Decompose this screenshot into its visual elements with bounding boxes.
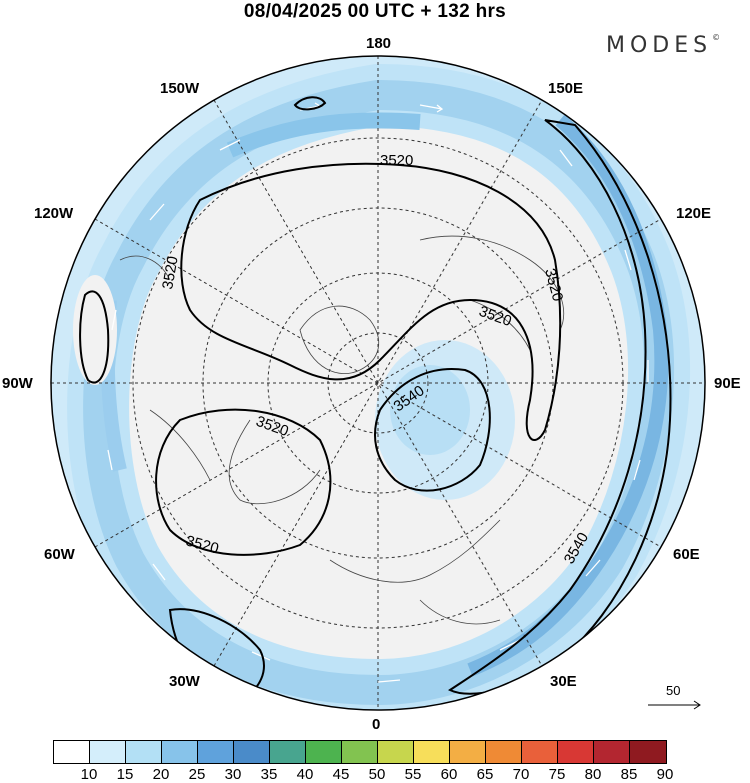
brand-logo: MODES© bbox=[606, 33, 720, 58]
colorbar-tick-label: 40 bbox=[296, 766, 314, 783]
brand-name: MODES bbox=[606, 33, 713, 58]
colorbar-tick-label: 70 bbox=[512, 766, 530, 783]
wind-reference-label: 50 bbox=[666, 683, 681, 698]
colorbar-swatch bbox=[234, 741, 270, 763]
colorbar-swatch bbox=[54, 741, 90, 763]
wind-reference-arrow bbox=[648, 700, 701, 710]
colorbar-swatch bbox=[90, 741, 126, 763]
colorbar-tick-label: 55 bbox=[404, 766, 422, 783]
lon-label-150w: 150W bbox=[160, 80, 200, 97]
lon-label-90e: 90E bbox=[714, 375, 741, 392]
lon-label-90w: 90W bbox=[2, 375, 33, 392]
colorbar-tick-label: 20 bbox=[152, 766, 170, 783]
lon-label-60e: 60E bbox=[673, 546, 700, 563]
colorbar-tick-label: 85 bbox=[620, 766, 638, 783]
lon-label-180: 180 bbox=[366, 35, 392, 52]
colorbar-tick-label: 25 bbox=[188, 766, 206, 783]
inner-lobe-core bbox=[390, 365, 470, 455]
lon-label-60w: 60W bbox=[44, 546, 75, 563]
colorbar-tick-label: 80 bbox=[584, 766, 602, 783]
lon-label-120e: 120E bbox=[676, 205, 712, 222]
contour-3520-west bbox=[155, 408, 332, 556]
copyright-mark: © bbox=[712, 33, 721, 42]
colorbar-tick-label: 45 bbox=[332, 766, 350, 783]
colorbar-tick-label: 15 bbox=[116, 766, 134, 783]
colorbar-swatch bbox=[414, 741, 450, 763]
lon-label-120w: 120W bbox=[34, 205, 74, 222]
graticule bbox=[51, 56, 705, 710]
colorbar-tick-label: 35 bbox=[260, 766, 278, 783]
colorbar-tick-label: 65 bbox=[476, 766, 494, 783]
colorbar-swatch bbox=[306, 741, 342, 763]
contour-small-north bbox=[293, 96, 327, 111]
colorbar-tick-label: 60 bbox=[440, 766, 458, 783]
jet-core-east bbox=[467, 114, 669, 677]
lon-label-150e: 150E bbox=[548, 80, 584, 97]
map-title: 08/04/2025 00 UTC + 132 hrs bbox=[243, 1, 507, 22]
lon-label-30e: 30E bbox=[550, 673, 577, 690]
colorbar-swatch bbox=[594, 741, 630, 763]
colorbar-swatch bbox=[630, 741, 666, 763]
colorbar-swatch bbox=[522, 741, 558, 763]
colorbar-swatch bbox=[126, 741, 162, 763]
contour-west-low bbox=[79, 290, 110, 384]
height-contours bbox=[79, 96, 672, 702]
colorbar-tick-label: 90 bbox=[656, 766, 674, 783]
colorbar-swatch bbox=[378, 741, 414, 763]
colorbar bbox=[53, 740, 667, 764]
map-disk bbox=[51, 56, 705, 710]
colorbar-tick-label: 10 bbox=[80, 766, 98, 783]
contour-3540-east bbox=[448, 119, 672, 695]
colorbar-swatch bbox=[198, 741, 234, 763]
colorbar-swatch bbox=[342, 741, 378, 763]
colorbar-swatch bbox=[486, 741, 522, 763]
contour-label: 3520 bbox=[159, 255, 182, 291]
map-border bbox=[50, 55, 706, 711]
colorbar-tick-label: 50 bbox=[368, 766, 386, 783]
colorbar-swatch bbox=[270, 741, 306, 763]
map-background bbox=[51, 56, 705, 710]
contour-3520-north bbox=[180, 162, 562, 441]
wind-vectors bbox=[107, 102, 649, 683]
colorbar-swatch bbox=[162, 741, 198, 763]
coastlines bbox=[119, 235, 564, 625]
jet-core-north bbox=[226, 112, 421, 158]
colorbar-swatch bbox=[558, 741, 594, 763]
lon-label-30w: 30W bbox=[169, 673, 200, 690]
lon-label-0: 0 bbox=[372, 716, 381, 733]
colorbar-tick-label: 75 bbox=[548, 766, 566, 783]
colorbar-tick-label: 30 bbox=[224, 766, 242, 783]
contour-3540-inner bbox=[374, 368, 491, 492]
colorbar-swatch bbox=[450, 741, 486, 763]
contour-label: 3520 bbox=[380, 152, 413, 169]
